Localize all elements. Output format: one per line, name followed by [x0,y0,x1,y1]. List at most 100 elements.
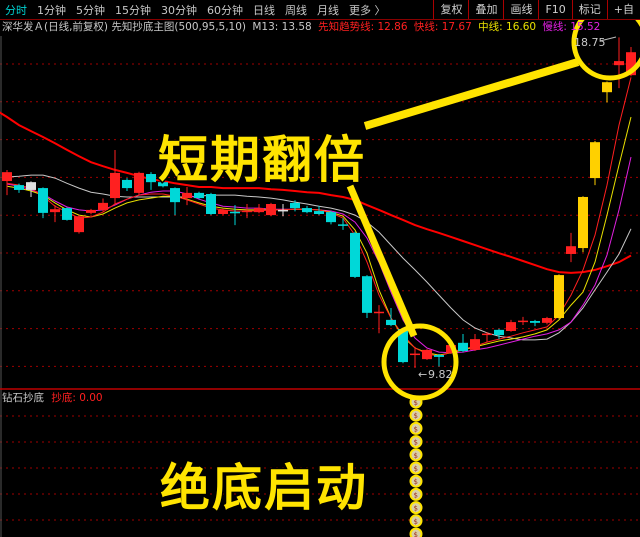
chart-title: 深华发Ａ(日线,前复权) 先知抄底主图(500,95,5,10) [2,21,247,33]
tab-1[interactable]: 1分钟 [37,3,66,17]
annotation-text-top: 短期翻倍 [157,130,366,191]
candle-body [74,216,84,233]
tab-5[interactable]: 60分钟 [207,3,243,17]
tab-7[interactable]: 周线 [285,3,307,17]
candle-body [302,208,312,213]
toolbar-button-1[interactable]: 叠加 [468,0,503,19]
coin-dollar-glyph: $ [414,505,418,513]
candle-22 [266,202,276,217]
tab-6[interactable]: 日线 [253,3,275,17]
candle-10 [122,178,132,192]
toolbar-button-2[interactable]: 画线 [503,0,538,19]
candle-body [530,320,540,323]
candle-24 [290,200,300,212]
candle-33 [398,328,408,364]
tab-3[interactable]: 15分钟 [115,3,151,17]
toolbar-button-5[interactable]: +自 [606,0,640,19]
candle-20 [242,204,252,219]
candle-body [602,82,612,93]
candle-body [38,188,48,213]
candle-body [494,329,504,336]
candle-12 [146,172,156,190]
candle-15 [182,186,192,206]
candle-body [542,318,552,323]
candle-2 [26,181,36,197]
high-arrow-icon [599,36,617,42]
candle-44 [530,319,540,327]
diamond-signal-column: $ $ $ $ $ $ $ $ $ $ $ [409,395,423,537]
coin-icon [409,474,423,488]
coin-dollar-glyph: $ [414,465,418,473]
high-price-label: 18.75 [574,36,606,49]
candle-49 [590,141,600,186]
tab-2[interactable]: 5分钟 [76,3,105,17]
tab-4[interactable]: 30分钟 [161,3,197,17]
lower-signal-value: 抄底: 0.00 [51,392,103,404]
candle-9 [110,149,120,206]
candle-43 [518,316,528,326]
candle-13 [158,180,168,188]
candle-body [506,322,516,331]
candle-body [374,311,384,314]
lower-pane-info: 钻石抄底 抄底: 0.00 [2,390,103,405]
candle-body [278,209,288,212]
coin-dollar-glyph: $ [414,531,418,537]
candle-body [26,182,36,190]
candle-body [122,179,132,189]
toolbar-button-0[interactable]: 复权 [433,0,468,19]
candle-body [410,353,420,356]
annotation-text-bottom: 绝底启动 [159,458,368,519]
candle-3 [38,187,48,219]
candle-body [50,209,60,213]
indicator-info-bar: 深华发Ａ(日线,前复权) 先知抄底主图(500,95,5,10) M13: 13… [2,20,603,35]
candle-0 [2,169,12,196]
candle-body [170,188,180,203]
toolbar-right-buttons: 复权 叠加 画线 F10 标记 +自 [433,0,640,19]
coin-icon [409,514,423,528]
candle-body [2,172,12,182]
coin-icon [409,435,423,449]
candle-body [110,172,120,199]
line-trend [0,111,632,274]
candle-46 [554,274,564,319]
tab-9[interactable]: 更多 〉 [349,3,386,17]
candle-4 [50,205,60,223]
candle-30 [362,275,372,319]
candle-body [458,342,468,351]
candle-body [62,208,72,220]
annotation-arrow-bottom [346,184,418,338]
candle-body [194,192,204,199]
candle-38 [458,333,468,353]
tab-8[interactable]: 月线 [317,3,339,17]
candle-42 [506,319,516,332]
coin-dollar-glyph: $ [414,399,418,407]
coin-icon [409,448,423,462]
candle-36 [434,353,444,367]
candle-7 [86,208,96,214]
candle-body [566,246,576,254]
candle-14 [170,187,180,216]
toolbar-button-4[interactable]: 标记 [571,0,607,19]
candle-51 [614,37,624,89]
coin-icon [409,461,423,475]
candle-body [254,208,264,213]
annotation-arrow-top [363,58,580,130]
fast-line-value: 快线: 17.67 [413,21,472,33]
candle-body [266,204,276,216]
candle-40 [482,332,492,343]
candle-35 [422,349,432,360]
grid-lines [0,36,640,537]
toolbar-button-3[interactable]: F10 [538,0,571,19]
candle-body [386,319,396,326]
candle-body [518,320,528,323]
highlight-circle-low [381,323,459,401]
candle-27 [326,211,336,225]
candle-body [434,355,444,357]
coin-dollar-glyph: $ [414,478,418,486]
line-m13 [6,174,632,341]
candle-18 [218,208,228,216]
coin-dollar-glyph: $ [414,518,418,526]
candle-body [206,194,216,214]
tab-0[interactable]: 分时 [5,3,27,17]
